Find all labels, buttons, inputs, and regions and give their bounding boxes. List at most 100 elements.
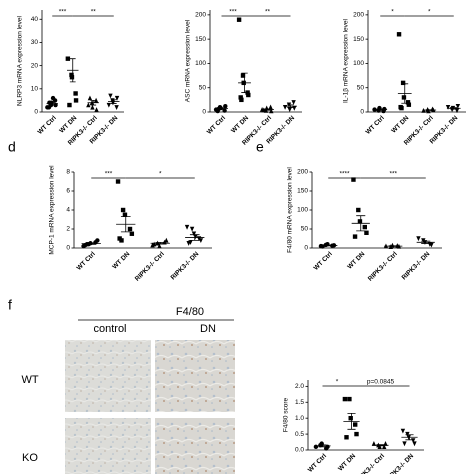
significance-label: *** xyxy=(389,171,397,178)
error-bar xyxy=(90,100,97,106)
micrograph xyxy=(65,340,151,412)
data-point xyxy=(73,91,78,96)
panel-letter: f xyxy=(8,297,12,313)
error-bar xyxy=(388,245,398,247)
x-tick-label: RIPK3-/- Ctrl xyxy=(134,251,166,283)
y-tick-label: 100 xyxy=(195,60,206,67)
significance-label: p=0.0845 xyxy=(367,379,395,386)
data-point xyxy=(396,32,402,37)
error-bar xyxy=(405,434,414,441)
error-bar xyxy=(86,242,97,245)
data-point xyxy=(114,95,120,101)
data-point xyxy=(429,242,434,248)
error-bar xyxy=(347,413,356,430)
data-point xyxy=(50,95,56,101)
data-point xyxy=(351,177,356,182)
y-tick-label: 0.5 xyxy=(295,431,304,438)
y-tick-label: 0 xyxy=(34,109,38,116)
significance-label: *** xyxy=(59,9,67,16)
x-tick-label: WT Ctrl xyxy=(307,453,328,474)
column-label: DN xyxy=(200,323,216,335)
significance-label: * xyxy=(159,171,162,178)
significance-label: *** xyxy=(229,9,237,16)
data-point xyxy=(416,236,421,242)
y-tick-label: 150 xyxy=(353,36,364,43)
y-tick-label: 1.5 xyxy=(295,399,304,406)
x-tick-label: WT DN xyxy=(346,250,366,270)
y-tick-label: 1.0 xyxy=(295,415,304,422)
data-point xyxy=(356,207,361,213)
data-point xyxy=(65,56,71,61)
data-point xyxy=(114,105,119,110)
y-tick-label: 100 xyxy=(297,207,308,214)
y-tick-label: 8 xyxy=(66,169,70,176)
y-tick-label: 150 xyxy=(297,188,308,195)
error-bar xyxy=(287,104,294,108)
data-point xyxy=(400,80,406,86)
data-point xyxy=(67,102,72,108)
data-point xyxy=(46,105,52,110)
x-tick-label: WT Ctrl xyxy=(37,115,58,136)
data-point xyxy=(108,93,113,99)
y-tick-label: 10 xyxy=(31,86,39,93)
data-point xyxy=(86,102,91,108)
y-axis-label: F4/80 score xyxy=(283,397,290,432)
y-axis-label: MCP-1 mRNA expression level xyxy=(49,165,56,255)
data-point xyxy=(412,441,417,447)
data-point xyxy=(127,226,133,232)
y-tick-label: 2.0 xyxy=(295,383,304,390)
significance-label: * xyxy=(336,379,339,386)
data-point xyxy=(164,237,169,243)
x-tick-label: RIPK3-/- Ctrl xyxy=(367,251,399,283)
x-tick-label: WT DN xyxy=(337,452,357,472)
significance-label: **** xyxy=(339,171,350,178)
data-point xyxy=(191,231,197,237)
data-point xyxy=(353,422,358,427)
error-bar xyxy=(264,108,271,111)
y-axis-label: ASC mRNA expression level xyxy=(185,19,192,102)
x-tick-label: WT Ctrl xyxy=(365,115,386,136)
y-tick-label: 0 xyxy=(360,109,364,116)
y-tick-label: 50 xyxy=(301,226,309,233)
data-point xyxy=(399,105,404,111)
data-point xyxy=(426,108,431,114)
y-tick-label: 4 xyxy=(66,207,70,214)
error-bar xyxy=(401,83,409,104)
data-point xyxy=(94,107,99,112)
x-tick-label: RIPK3-/- Ctrl xyxy=(354,453,386,474)
data-point xyxy=(405,431,410,437)
significance-label: * xyxy=(428,9,431,16)
data-point xyxy=(189,226,195,232)
y-tick-label: 200 xyxy=(195,12,206,19)
data-point xyxy=(348,415,353,421)
error-bar xyxy=(110,99,117,104)
data-point xyxy=(405,100,411,105)
y-axis-label: NLRP3 mRNA expression level xyxy=(17,15,24,106)
significance-label: *** xyxy=(105,171,113,178)
data-point xyxy=(402,441,407,447)
data-point xyxy=(401,95,407,100)
data-point xyxy=(354,431,359,437)
y-tick-label: 200 xyxy=(297,169,308,176)
data-point xyxy=(357,219,363,224)
data-point xyxy=(342,396,348,402)
error-bar xyxy=(323,244,333,247)
data-point xyxy=(377,444,382,450)
data-point xyxy=(292,105,297,111)
data-point xyxy=(291,100,296,105)
data-point xyxy=(120,207,126,213)
error-bar xyxy=(120,216,131,233)
data-point xyxy=(238,95,243,100)
data-point xyxy=(198,238,204,243)
data-point xyxy=(87,95,93,101)
data-point xyxy=(362,224,367,230)
data-point xyxy=(246,92,251,98)
data-point xyxy=(406,102,412,107)
data-point xyxy=(129,231,135,236)
x-tick-label: RIPK3-/- DN xyxy=(384,452,415,474)
data-point xyxy=(106,102,112,108)
stain-label: F4/80 xyxy=(176,306,204,318)
error-bar xyxy=(218,107,225,110)
y-tick-label: 150 xyxy=(195,36,206,43)
y-axis-label: F4/80 mRNA expression level xyxy=(287,167,294,253)
